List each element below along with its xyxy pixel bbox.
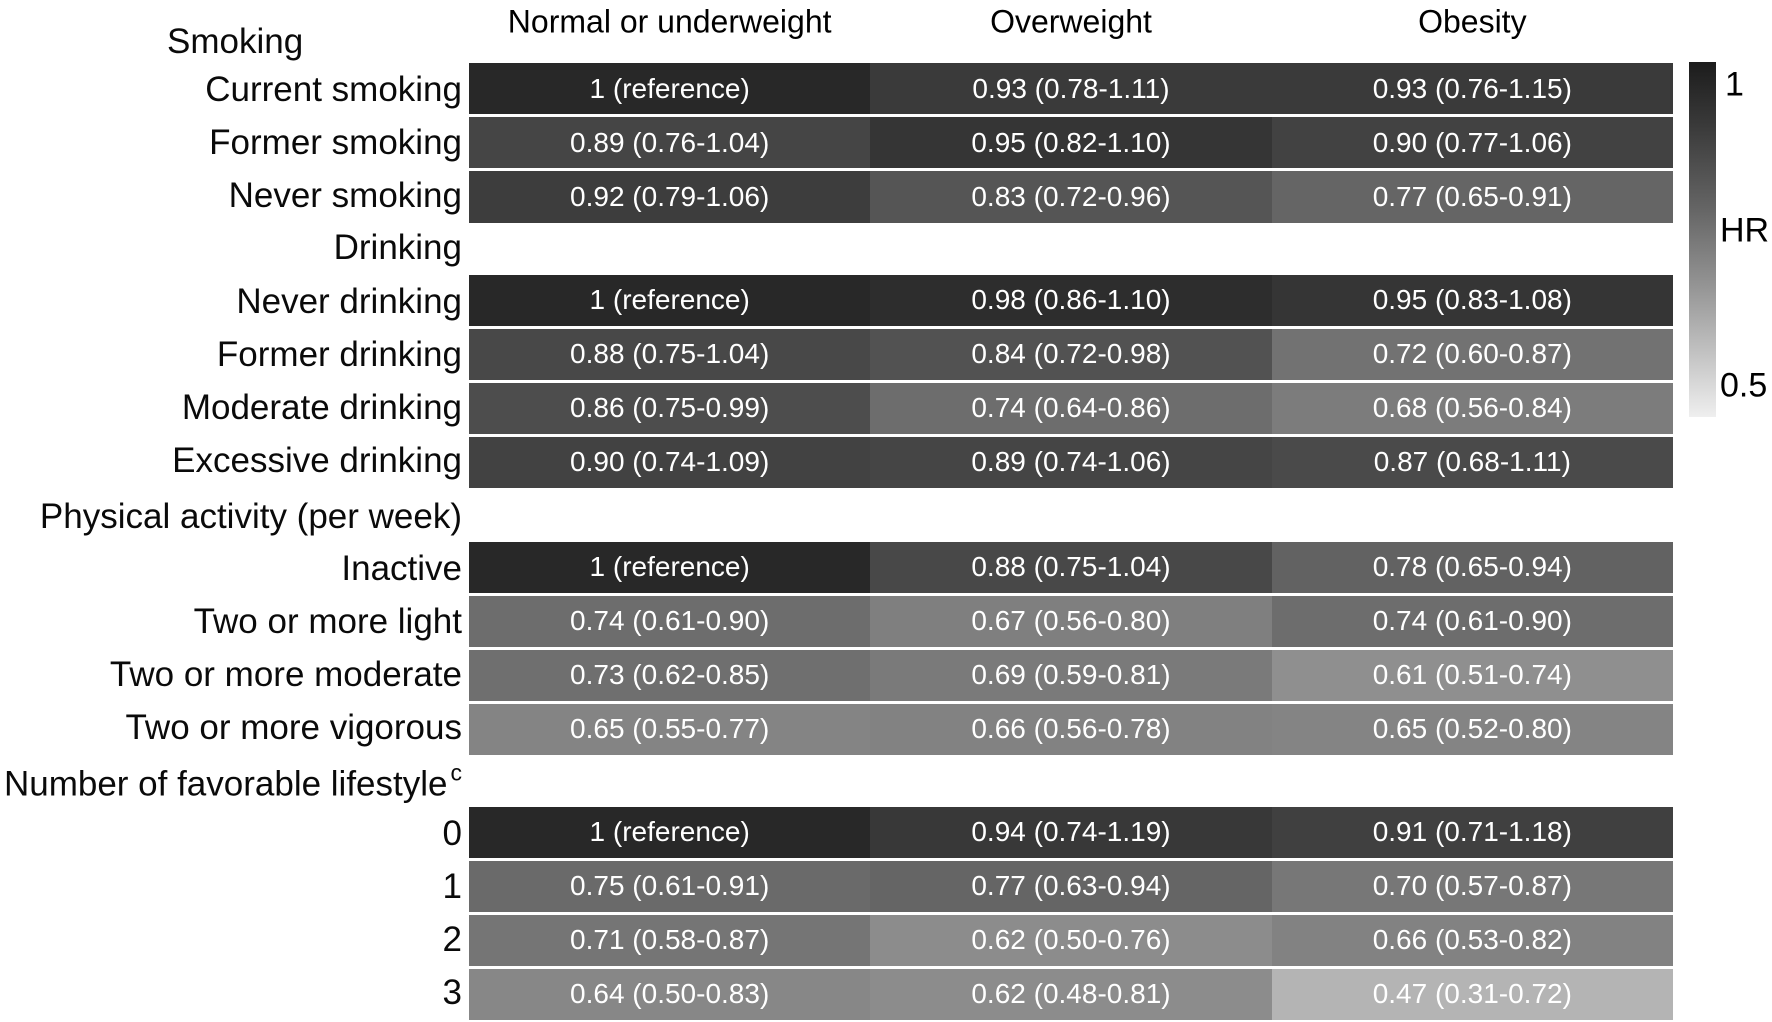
heatmap-cell: 0.90 (0.74-1.09)	[469, 436, 871, 488]
heatmap-cell: 1 (reference)	[469, 807, 871, 858]
heatmap-cell: 0.84 (0.72-0.98)	[870, 328, 1272, 380]
heatmap-cell: 1 (reference)	[469, 63, 871, 115]
group-label: Smoking	[167, 22, 303, 62]
heatmap-row: 0.73 (0.62-0.85) 0.69 (0.59-0.81) 0.61 (0.…	[469, 646, 1673, 701]
heatmap-cell: 1 (reference)	[469, 542, 871, 593]
column-header: Obesity	[1418, 3, 1527, 40]
row-label: Former smoking	[209, 122, 462, 162]
heatmap-cell: 0.95 (0.82-1.10)	[870, 117, 1272, 169]
heatmap-cell: 0.93 (0.76-1.15)	[1271, 63, 1673, 115]
heatmap-row: 0.64 (0.50-0.83) 0.62 (0.48-0.81) 0.47 (0.…	[469, 965, 1673, 1020]
heatmap-cell: 0.65 (0.55-0.77)	[469, 703, 871, 755]
row-label: Never smoking	[228, 176, 462, 215]
heatmap-cell: 0.78 (0.65-0.94)	[1271, 542, 1673, 593]
heatmap-cell: 0.71 (0.58-0.87)	[469, 914, 871, 966]
heatmap-cell: 0.66 (0.53-0.82)	[1271, 914, 1673, 966]
heatmap-row: 0.92 (0.79-1.06) 0.83 (0.72-0.96) 0.77 (0.…	[469, 168, 1673, 223]
heatmap-row: 1 (reference) 0.94 (0.74-1.19) 0.91 (0.71-…	[469, 807, 1673, 858]
group-label: Number of favorable lifestyle c	[3, 759, 463, 805]
row-label: Current smoking	[205, 69, 462, 109]
heatmap-cell: 0.72 (0.60-0.87)	[1271, 328, 1673, 380]
row-label: Moderate drinking	[181, 388, 462, 427]
group-label-text: Physical activity (per week)	[39, 497, 462, 536]
heatmap-block: 1 (reference) 0.98 (0.86-1.10) 0.95 (0.83-…	[469, 275, 1673, 488]
heatmap-row: 1 (reference) 0.88 (0.75-1.04) 0.78 (0.65-…	[469, 542, 1673, 593]
heatmap-cell: 0.89 (0.76-1.04)	[469, 117, 871, 169]
heatmap-row: 0.86 (0.75-0.99) 0.74 (0.64-0.86) 0.68 (0.…	[469, 379, 1673, 434]
column-header: Normal or underweight	[507, 3, 832, 40]
heatmap-cell: 0.64 (0.50-0.83)	[469, 968, 871, 1020]
heatmap-row: 0.88 (0.75-1.04) 0.84 (0.72-0.98) 0.72 (0.…	[469, 325, 1673, 380]
heatmap-row: 1 (reference) 0.93 (0.78-1.11) 0.93 (0.76-…	[469, 63, 1673, 115]
heatmap-cell: 0.67 (0.56-0.80)	[870, 595, 1272, 647]
row-label: Former drinking	[216, 334, 462, 374]
heatmap-block: 1 (reference) 0.94 (0.74-1.19) 0.91 (0.71-…	[469, 807, 1673, 1020]
heatmap-cell: 0.87 (0.68-1.11)	[1271, 436, 1673, 488]
colorbar-title: HR	[1720, 211, 1770, 250]
heatmap-cell: 0.74 (0.64-0.86)	[870, 382, 1272, 434]
group-label: Drinking	[334, 228, 462, 268]
heatmap-cell: 0.75 (0.61-0.91)	[469, 860, 871, 912]
group-label-text: Number of favorable lifestyle	[3, 764, 448, 804]
heatmap-cell: 0.86 (0.75-0.99)	[469, 382, 871, 434]
heatmap-row: 0.71 (0.58-0.87) 0.62 (0.50-0.76) 0.66 (0.…	[469, 911, 1673, 966]
heatmap-block: 1 (reference) 0.88 (0.75-1.04) 0.78 (0.65-…	[469, 542, 1673, 755]
heatmap-row: 0.65 (0.55-0.77) 0.66 (0.56-0.78) 0.65 (0.…	[469, 700, 1673, 755]
heatmap-cell: 0.93 (0.78-1.11)	[870, 63, 1272, 115]
heatmap-cell: 0.62 (0.50-0.76)	[870, 914, 1272, 966]
heatmap-row: 0.75 (0.61-0.91) 0.77 (0.63-0.94) 0.70 (0.…	[469, 857, 1673, 912]
heatmap-row: 0.90 (0.74-1.09) 0.89 (0.74-1.06) 0.87 (0.…	[469, 433, 1673, 488]
heatmap-cell: 0.65 (0.52-0.80)	[1271, 703, 1673, 755]
row-label: 0	[442, 813, 462, 853]
heatmap-row: 0.74 (0.61-0.90) 0.67 (0.56-0.80) 0.74 (0.…	[469, 592, 1673, 647]
group-label-text: Drinking	[333, 228, 462, 267]
heatmap-cell: 0.47 (0.31-0.72)	[1271, 968, 1673, 1020]
heatmap-cell: 0.92 (0.79-1.06)	[469, 171, 871, 223]
group-label-superscript: c	[450, 759, 463, 786]
heatmap-cell: 0.74 (0.61-0.90)	[1271, 595, 1673, 647]
row-label: Never drinking	[236, 281, 462, 321]
heatmap-cell: 0.94 (0.74-1.19)	[870, 807, 1272, 858]
row-label: Two or more vigorous	[125, 708, 462, 748]
heatmap-cell: 0.90 (0.77-1.06)	[1271, 117, 1673, 169]
heatmap-row: 1 (reference) 0.98 (0.86-1.10) 0.95 (0.83-…	[469, 275, 1673, 326]
heatmap-cell: 0.70 (0.57-0.87)	[1271, 860, 1673, 912]
hr-colorbar	[1689, 62, 1716, 417]
heatmap-block: 1 (reference) 0.93 (0.78-1.11) 0.93 (0.76-…	[469, 63, 1673, 223]
heatmap-cell: 0.95 (0.83-1.08)	[1271, 275, 1673, 326]
heatmap-cell: 1 (reference)	[469, 275, 871, 326]
heatmap-cell: 0.69 (0.59-0.81)	[870, 649, 1272, 701]
heatmap-cell: 0.83 (0.72-0.96)	[870, 171, 1272, 223]
colorbar-min-tick: 0.5	[1720, 366, 1768, 405]
heatmap-cell: 0.88 (0.75-1.04)	[870, 542, 1272, 593]
heatmap-cell: 0.77 (0.63-0.94)	[870, 860, 1272, 912]
heatmap-cell: 0.62 (0.48-0.81)	[870, 968, 1272, 1020]
row-label: 1	[442, 866, 462, 906]
heatmap-cell: 0.89 (0.74-1.06)	[870, 436, 1272, 488]
row-label: Excessive drinking	[172, 441, 462, 481]
heatmap-cell: 0.73 (0.62-0.85)	[469, 649, 871, 701]
heatmap-cell: 0.98 (0.86-1.10)	[870, 275, 1272, 326]
row-label: 3	[442, 973, 462, 1013]
colorbar-max-tick: 1	[1725, 65, 1744, 104]
row-label: 2	[442, 920, 462, 959]
heatmap-cell: 0.88 (0.75-1.04)	[469, 328, 871, 380]
row-label: Two or more light	[193, 601, 462, 641]
heatmap-cell: 0.91 (0.71-1.18)	[1271, 807, 1673, 858]
group-label-text: Smoking	[167, 22, 304, 61]
heatmap-row: 0.89 (0.76-1.04) 0.95 (0.82-1.10) 0.90 (0.…	[469, 114, 1673, 169]
column-header: Overweight	[990, 3, 1152, 40]
heatmap-cell: 0.66 (0.56-0.78)	[870, 703, 1272, 755]
heatmap-cell: 0.77 (0.65-0.91)	[1271, 171, 1673, 223]
row-label: Two or more moderate	[109, 655, 462, 694]
group-label: Physical activity (per week)	[40, 497, 462, 537]
heatmap-cell: 0.68 (0.56-0.84)	[1271, 382, 1673, 434]
heatmap-cell: 0.74 (0.61-0.90)	[469, 595, 871, 647]
row-label: Inactive	[341, 548, 462, 588]
heatmap-cell: 0.61 (0.51-0.74)	[1271, 649, 1673, 701]
